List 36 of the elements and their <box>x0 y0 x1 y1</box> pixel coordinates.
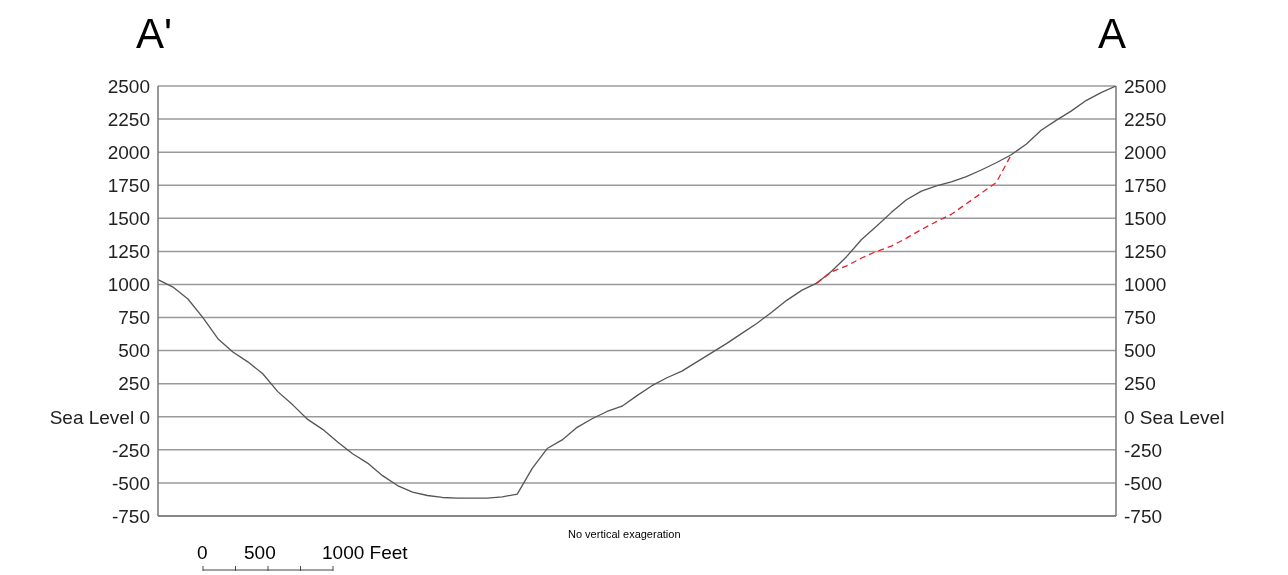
y-tick-label: -500 <box>111 472 150 494</box>
y-tick-label: 1750 <box>107 174 150 196</box>
y-tick-label: 750 <box>118 307 150 329</box>
y-tick-label: -750 <box>111 505 150 527</box>
y-tick-label: 1250 <box>107 241 150 263</box>
y-tick-label: Sea Level 0 <box>49 406 150 428</box>
y2-tick-label: 2000 <box>1124 141 1167 163</box>
y-tick-label: 2500 <box>107 75 150 97</box>
text: A <box>1098 10 1127 58</box>
y-tick-label: 250 <box>118 373 150 395</box>
y-tick-label: -250 <box>111 439 150 461</box>
text: 1000 Feet <box>322 542 408 564</box>
y-tick-label: 500 <box>118 340 150 362</box>
y-tick-label: 2250 <box>107 108 150 130</box>
text: A' <box>136 10 173 58</box>
y2-tick-label: 1500 <box>1124 208 1167 230</box>
text: 0 <box>197 542 208 564</box>
y2-tick-label: 1250 <box>1124 241 1167 263</box>
y2-tick-label: 750 <box>1124 307 1156 329</box>
y2-tick-label: 250 <box>1124 373 1156 395</box>
y2-tick-label: 0 Sea Level <box>1124 406 1225 428</box>
text: 500 <box>244 542 276 564</box>
y2-tick-label: 1000 <box>1124 274 1167 296</box>
y2-tick-label: -750 <box>1124 505 1163 527</box>
y2-tick-label: -250 <box>1124 439 1163 461</box>
y2-tick-label: 1750 <box>1124 174 1167 196</box>
y-tick-label: 2000 <box>107 141 150 163</box>
y2-tick-label: 2500 <box>1124 75 1167 97</box>
y2-tick-label: -500 <box>1124 472 1163 494</box>
text: No vertical exageration <box>568 528 681 540</box>
line-series <box>815 154 1012 284</box>
line-series <box>157 86 1117 499</box>
y-tick-label: 1500 <box>107 208 150 230</box>
y-tick-label: 1000 <box>107 274 150 296</box>
y2-tick-label: 2250 <box>1124 108 1167 130</box>
y2-tick-label: 500 <box>1124 340 1156 362</box>
